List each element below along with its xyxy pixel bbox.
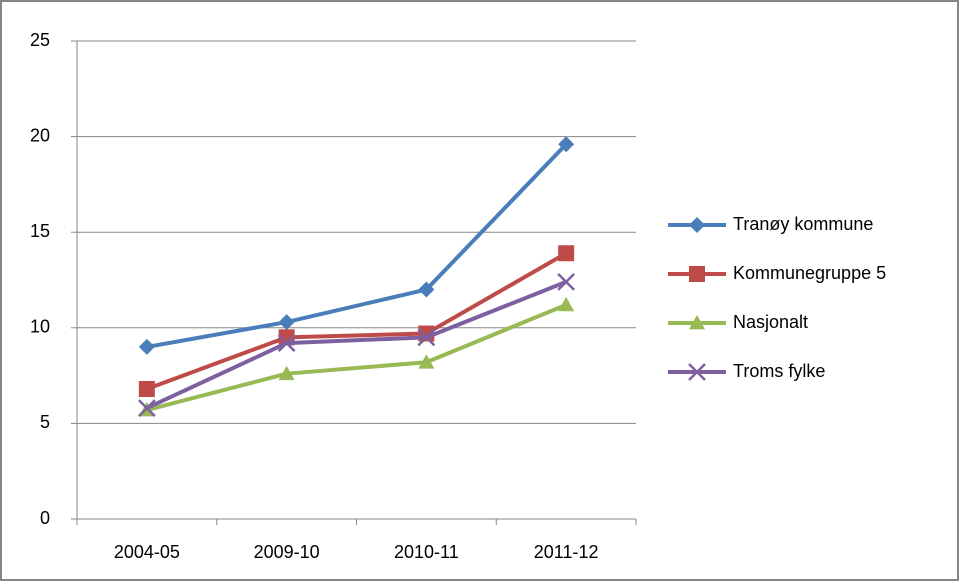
legend-marker [689, 315, 705, 330]
y-tick-label: 20 [30, 125, 50, 145]
legend-marker [689, 217, 705, 233]
data-point [138, 338, 155, 355]
data-point [558, 245, 575, 262]
legend-marker [689, 266, 705, 282]
data-point [418, 281, 435, 298]
legend-label: Nasjonalt [733, 312, 808, 332]
legend-label: Tranøy kommune [733, 214, 873, 234]
series-line [146, 251, 568, 391]
x-tick-label: 2010-11 [394, 542, 459, 562]
y-tick-label: 25 [30, 30, 50, 50]
series-line [146, 303, 567, 412]
legend-label: Troms fylke [733, 361, 825, 381]
data-point [277, 334, 296, 352]
series-line [146, 280, 567, 410]
y-tick-label: 0 [40, 508, 50, 528]
y-tick-label: 15 [30, 221, 50, 241]
data-point [418, 354, 435, 369]
x-tick-label: 2009-10 [254, 542, 320, 562]
series-line [146, 142, 568, 349]
data-point [278, 365, 295, 381]
data-point [558, 136, 575, 153]
data-point [557, 273, 576, 291]
legend-marker [688, 363, 706, 381]
data-point [417, 328, 436, 347]
x-tick-label: 2004-05 [114, 542, 180, 562]
y-tick-label: 10 [30, 317, 50, 337]
y-tick-label: 5 [40, 412, 50, 432]
x-tick-label: 2011-12 [534, 542, 599, 562]
data-point [278, 314, 295, 331]
data-point [137, 399, 156, 417]
data-point [138, 380, 155, 397]
data-point [558, 296, 575, 312]
legend-label: Kommunegruppe 5 [733, 263, 886, 283]
